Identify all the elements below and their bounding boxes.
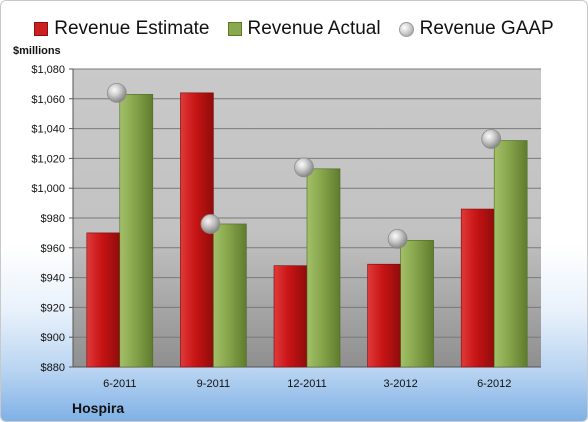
- legend-label-estimate: Revenue Estimate: [54, 18, 210, 39]
- legend-swatch-estimate: [34, 22, 49, 36]
- legend-label-actual: Revenue Actual: [247, 18, 381, 39]
- bar-revenue-actual: [213, 223, 247, 368]
- y-tick-label: $1,060: [31, 94, 65, 106]
- legend-item-gaap: Revenue GAAP: [398, 18, 554, 40]
- bar-revenue-estimate: [273, 265, 308, 368]
- company-name: Hospira: [72, 400, 125, 416]
- bar-revenue-estimate: [367, 263, 401, 368]
- y-tick-label: $960: [41, 243, 65, 255]
- bar-revenue-actual: [400, 240, 434, 368]
- x-tick-label: 6-2012: [477, 378, 511, 390]
- x-tick-label: 12-2011: [287, 378, 327, 390]
- y-axis-units-label: $millions: [13, 45, 61, 57]
- bar-revenue-actual: [493, 140, 528, 368]
- marker-revenue-gaap: [481, 129, 502, 149]
- y-tick-label: $1,000: [31, 183, 65, 195]
- bar-revenue-actual: [306, 168, 341, 368]
- legend-label-gaap: Revenue GAAP: [419, 18, 554, 39]
- y-tick-label: $1,080: [31, 64, 65, 76]
- marker-revenue-gaap: [387, 228, 408, 249]
- x-tick-label: 9-2011: [197, 378, 230, 390]
- y-tick-label: $1,040: [31, 124, 65, 136]
- y-tick-label: $940: [41, 273, 65, 285]
- legend: Revenue Estimate Revenue Actual Revenue …: [1, 15, 587, 43]
- bar-revenue-actual: [119, 94, 154, 368]
- legend-swatch-actual: [227, 22, 242, 36]
- x-tick-label: 6-2011: [103, 378, 136, 390]
- y-tick-label: $980: [41, 213, 65, 225]
- marker-revenue-gaap: [200, 214, 221, 234]
- bar-revenue-estimate: [460, 208, 495, 368]
- legend-item-estimate: Revenue Estimate: [34, 18, 210, 40]
- bar-revenue-estimate: [86, 232, 121, 368]
- y-tick-label: $880: [41, 362, 65, 374]
- y-tick-label: $920: [41, 302, 65, 314]
- y-tick-label: $1,020: [31, 153, 65, 165]
- x-tick-label: 3-2012: [383, 378, 417, 390]
- marker-revenue-gaap: [106, 82, 127, 103]
- y-tick-label: $900: [41, 332, 65, 344]
- legend-marker-gaap: [398, 21, 414, 37]
- marker-revenue-gaap: [294, 157, 314, 178]
- legend-item-actual: Revenue Actual: [227, 18, 381, 40]
